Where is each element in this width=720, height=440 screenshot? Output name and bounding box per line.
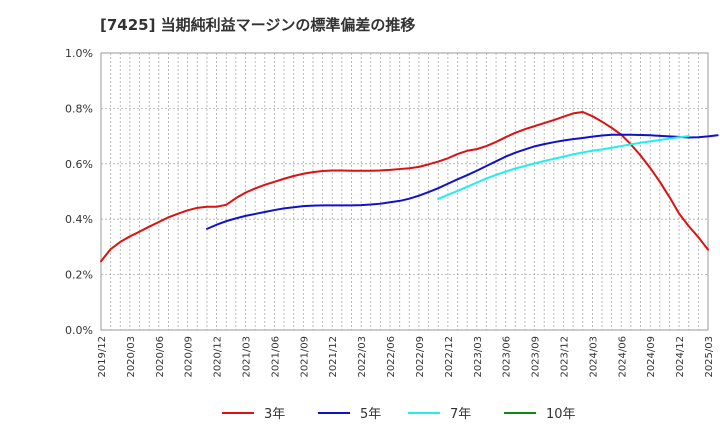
series-line-1 <box>205 133 719 230</box>
grid-layer <box>101 53 708 330</box>
x-tick-label: 2021/06 <box>270 336 281 378</box>
x-tick-label: 2021/09 <box>299 336 310 378</box>
x-tick-label: 2023/06 <box>502 336 513 378</box>
y-tick-label: 0.8% <box>65 102 93 115</box>
series-line-0 <box>100 111 709 263</box>
legend-item-1: 5年 <box>318 407 381 422</box>
axis-layer: 0.0% 0.2% 0.4% 0.6% 0.8% 1.0% 2019/12 2020/03 20… <box>65 47 715 378</box>
legend-label: 3年 <box>264 407 285 422</box>
x-tick-label: 2020/06 <box>155 336 166 378</box>
legend: 3年 5年 7年 10年 <box>222 407 576 422</box>
chart-title: [7425] 当期純利益マージンの標準偏差の推移 <box>100 16 416 34</box>
legend-item-3: 10年 <box>504 407 576 422</box>
x-tick-label: 2022/09 <box>415 336 426 378</box>
legend-label: 5年 <box>360 407 381 422</box>
x-tick-label: 2025/03 <box>704 336 715 378</box>
plot-background <box>100 52 709 331</box>
y-tick-label: 0.0% <box>65 324 93 337</box>
x-tick-label: 2020/03 <box>126 336 137 378</box>
y-tick-label: 0.2% <box>65 269 93 282</box>
x-tick-label: 2021/03 <box>242 336 253 378</box>
x-tick-label: 2019/12 <box>97 336 108 378</box>
y-tick-label: 1.0% <box>65 47 93 60</box>
x-tick-label: 2023/12 <box>559 336 570 378</box>
series-line-2 <box>437 135 690 200</box>
legend-item-0: 3年 <box>222 407 285 422</box>
x-tick-label: 2023/03 <box>473 336 484 378</box>
x-tick-label: 2022/03 <box>357 336 368 378</box>
y-tick-label: 0.6% <box>65 158 93 171</box>
x-tick-label: 2021/12 <box>328 336 339 378</box>
x-tick-label: 2022/12 <box>444 336 455 378</box>
x-tick-label: 2020/12 <box>213 336 224 378</box>
x-tick-label: 2023/09 <box>531 336 542 378</box>
series-layer <box>100 111 719 263</box>
x-tick-label: 2022/06 <box>386 336 397 378</box>
x-tick-label: 2024/06 <box>617 336 628 378</box>
x-tick-label: 2024/12 <box>675 336 686 378</box>
x-tick-label: 2020/09 <box>184 336 195 378</box>
x-tick-label: 2024/09 <box>646 336 657 378</box>
legend-label: 10年 <box>546 407 576 422</box>
x-tick-label: 2024/03 <box>588 336 599 378</box>
legend-label: 7年 <box>450 407 471 422</box>
legend-item-2: 7年 <box>408 407 471 422</box>
y-tick-label: 0.4% <box>65 213 93 226</box>
